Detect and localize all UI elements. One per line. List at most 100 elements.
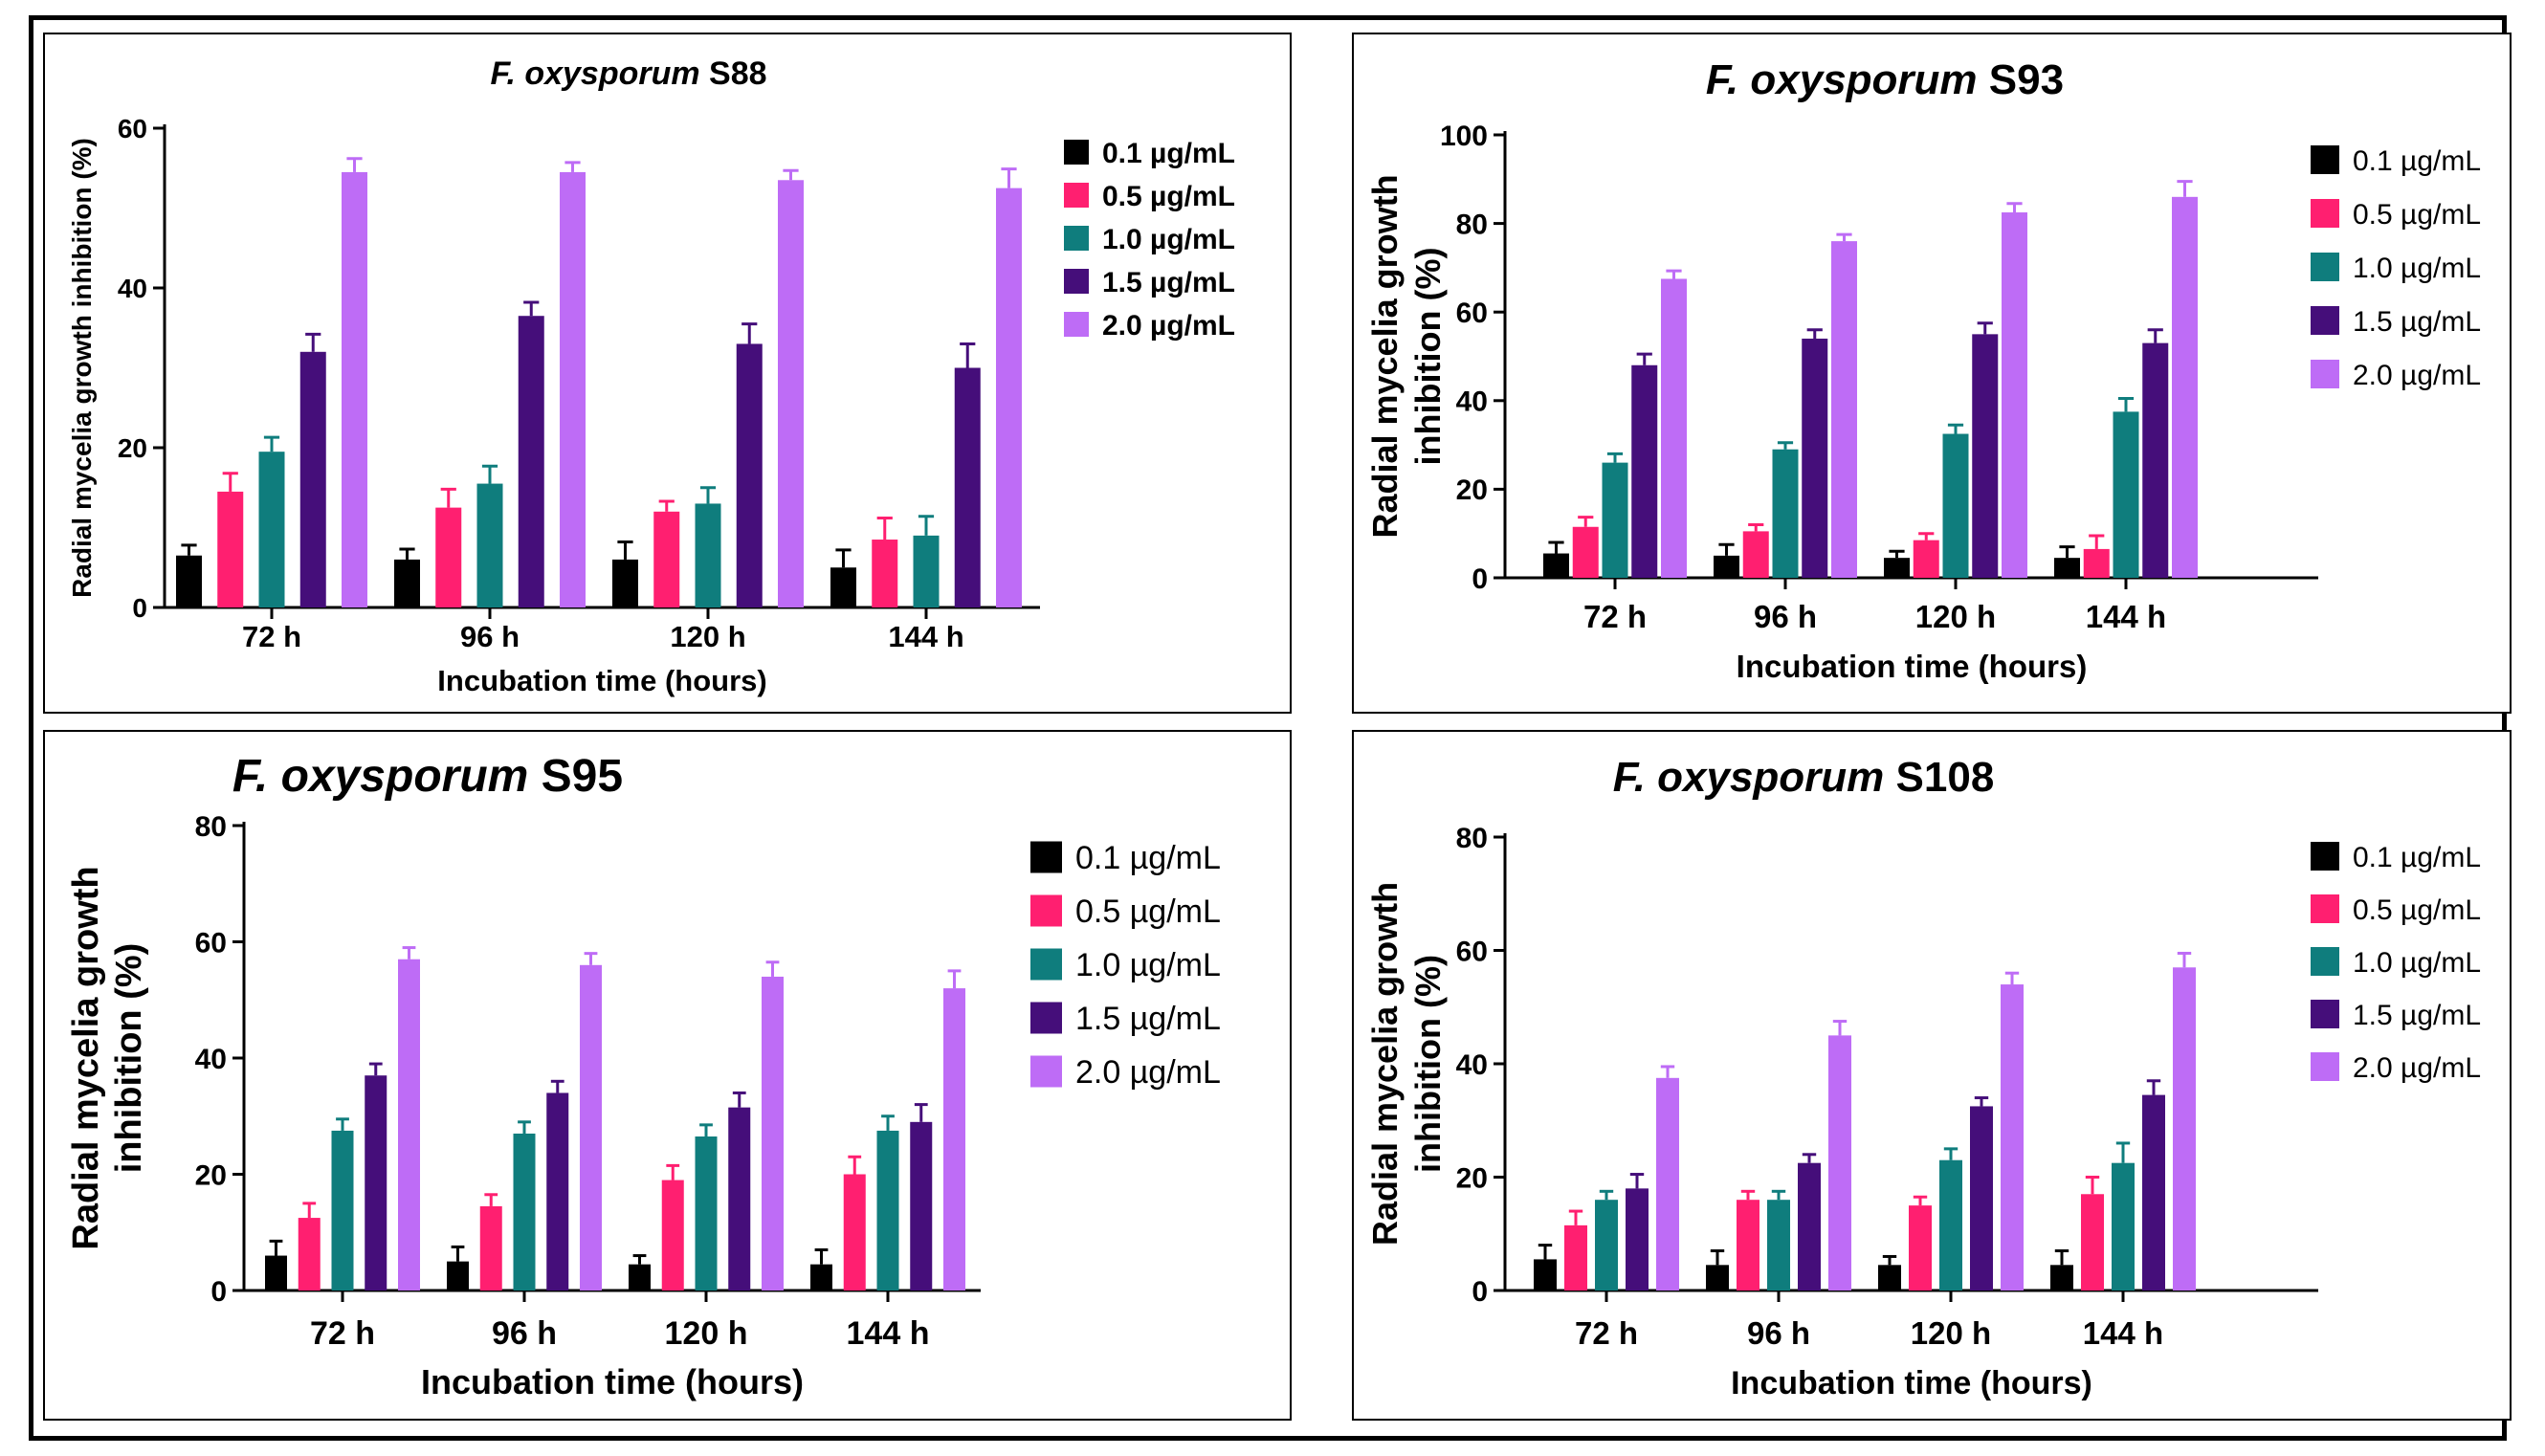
legend-label: 1.5 µg/mL (2353, 1000, 2481, 1031)
chart-title-strain: S95 (528, 751, 623, 802)
bar (1878, 1265, 1901, 1291)
legend-swatch (2311, 199, 2339, 228)
panel-s108: F. oxysporum S108 0 20 40 60 80 72 h 96 h 120 h 1… (1352, 730, 2512, 1421)
bar (1972, 334, 1999, 578)
bar (2002, 212, 2027, 578)
legend-swatch (2311, 306, 2339, 335)
y-axis-title-line: Radial mycelia growth (1365, 174, 1405, 538)
y-tick-label: 0 (210, 1276, 227, 1308)
x-tick-label: 144 h (2083, 1315, 2163, 1351)
bar (1543, 553, 1569, 578)
legend-label: 0.5 µg/mL (1102, 181, 1235, 212)
bar (2054, 558, 2080, 578)
y-axis-title-line: inhibition (%) (1408, 248, 1448, 466)
x-tick-label: 120 h (670, 620, 745, 653)
x-tick-label: 72 h (1583, 599, 1647, 634)
y-axis-title: Radial mycelia growthinhibition (%) (66, 866, 149, 1249)
bar (943, 988, 965, 1291)
bar (910, 1121, 933, 1291)
bar (298, 1218, 321, 1291)
legend-label: 1.5 µg/mL (1075, 1001, 1221, 1037)
bar (1884, 558, 1910, 578)
legend-label: 1.0 µg/mL (1102, 224, 1235, 255)
bar (954, 367, 981, 607)
bar (518, 316, 544, 607)
bar (2001, 984, 2024, 1291)
bar (2142, 342, 2169, 578)
bar (1767, 1200, 1790, 1291)
panel-s93: F. oxysporum S93 0 20 40 60 80 100 72 h 96 h 120 … (1352, 33, 2512, 714)
x-tick-label: 120 h (665, 1315, 748, 1352)
y-tick-label: 40 (1456, 386, 1488, 418)
panel-s88: F. oxysporum S88 0 20 40 60 72 h 96 h 120 h 144 … (43, 33, 1292, 714)
legend-swatch (2311, 253, 2339, 281)
legend-label: 2.0 µg/mL (2353, 1052, 2481, 1084)
bar (2142, 1094, 2165, 1291)
y-tick-label: 20 (195, 1159, 227, 1191)
legend-swatch (1064, 269, 1089, 294)
chart-title: F. oxysporum S108 (1613, 754, 1995, 801)
legend-swatch (1064, 140, 1089, 165)
y-tick-label: 60 (118, 114, 147, 143)
x-axis-title: Incubation time (hours) (437, 664, 766, 697)
bar (447, 1261, 469, 1291)
bar (394, 559, 420, 607)
bar (546, 1092, 569, 1291)
bar (1602, 462, 1628, 578)
x-axis-title: Incubation time (hours) (421, 1362, 804, 1401)
legend-swatch (1030, 841, 1062, 873)
chart-title-strain: S93 (1978, 56, 2065, 103)
x-tick-label: 72 h (1575, 1315, 1638, 1351)
y-tick-label: 40 (1456, 1049, 1488, 1081)
bar (1913, 540, 1939, 578)
y-tick-label: 40 (195, 1044, 227, 1075)
x-tick-label: 144 h (2086, 599, 2166, 634)
bar (2113, 411, 2139, 578)
figure-border (29, 15, 2507, 1441)
chart-svg: F. oxysporum S88 0 20 40 60 72 h 96 h 120 h 144 … (67, 55, 1235, 697)
chart-title: F. oxysporum S95 (232, 751, 623, 802)
legend-swatch (1030, 1055, 1062, 1088)
bar (2172, 196, 2198, 578)
legend-label: 2.0 µg/mL (1102, 310, 1235, 342)
bar (476, 483, 503, 607)
chart-title: F. oxysporum S93 (1706, 56, 2064, 103)
bar (365, 1075, 387, 1291)
bar (1534, 1259, 1557, 1291)
bar (1772, 449, 1799, 578)
legend-label: 0.5 µg/mL (2353, 894, 2481, 926)
bar (1595, 1200, 1618, 1291)
bar (1564, 1224, 1587, 1291)
bar (1828, 1035, 1851, 1291)
bar (1970, 1106, 1993, 1291)
bar (258, 452, 285, 607)
x-tick-label: 96 h (492, 1315, 557, 1352)
bar (843, 1174, 866, 1291)
bar (2081, 1194, 2104, 1291)
legend-label: 0.1 µg/mL (1075, 840, 1221, 876)
legend-swatch (2311, 360, 2339, 388)
x-tick-label: 144 h (847, 1315, 930, 1352)
legend-swatch (2311, 1000, 2339, 1028)
bar (695, 503, 721, 607)
bar (778, 180, 804, 607)
legend-swatch (1030, 948, 1062, 981)
bar (810, 1264, 832, 1291)
chart-title-strain: S88 (700, 55, 767, 92)
bar (1714, 555, 1739, 578)
bar (1831, 241, 1857, 578)
legend-swatch (1064, 183, 1089, 208)
bar (342, 171, 367, 608)
bar (1742, 531, 1769, 578)
x-tick-label: 72 h (242, 620, 301, 653)
legend-label: 2.0 µg/mL (1075, 1054, 1221, 1091)
legend-swatch (1030, 1002, 1062, 1034)
legend-label: 0.1 µg/mL (2353, 145, 2481, 177)
y-axis-title-line: inhibition (%) (1408, 955, 1448, 1173)
legend-swatch (2311, 145, 2339, 174)
bar (299, 351, 326, 607)
bar (398, 959, 420, 1291)
bar (1909, 1205, 1932, 1291)
legend-swatch (1064, 226, 1089, 251)
